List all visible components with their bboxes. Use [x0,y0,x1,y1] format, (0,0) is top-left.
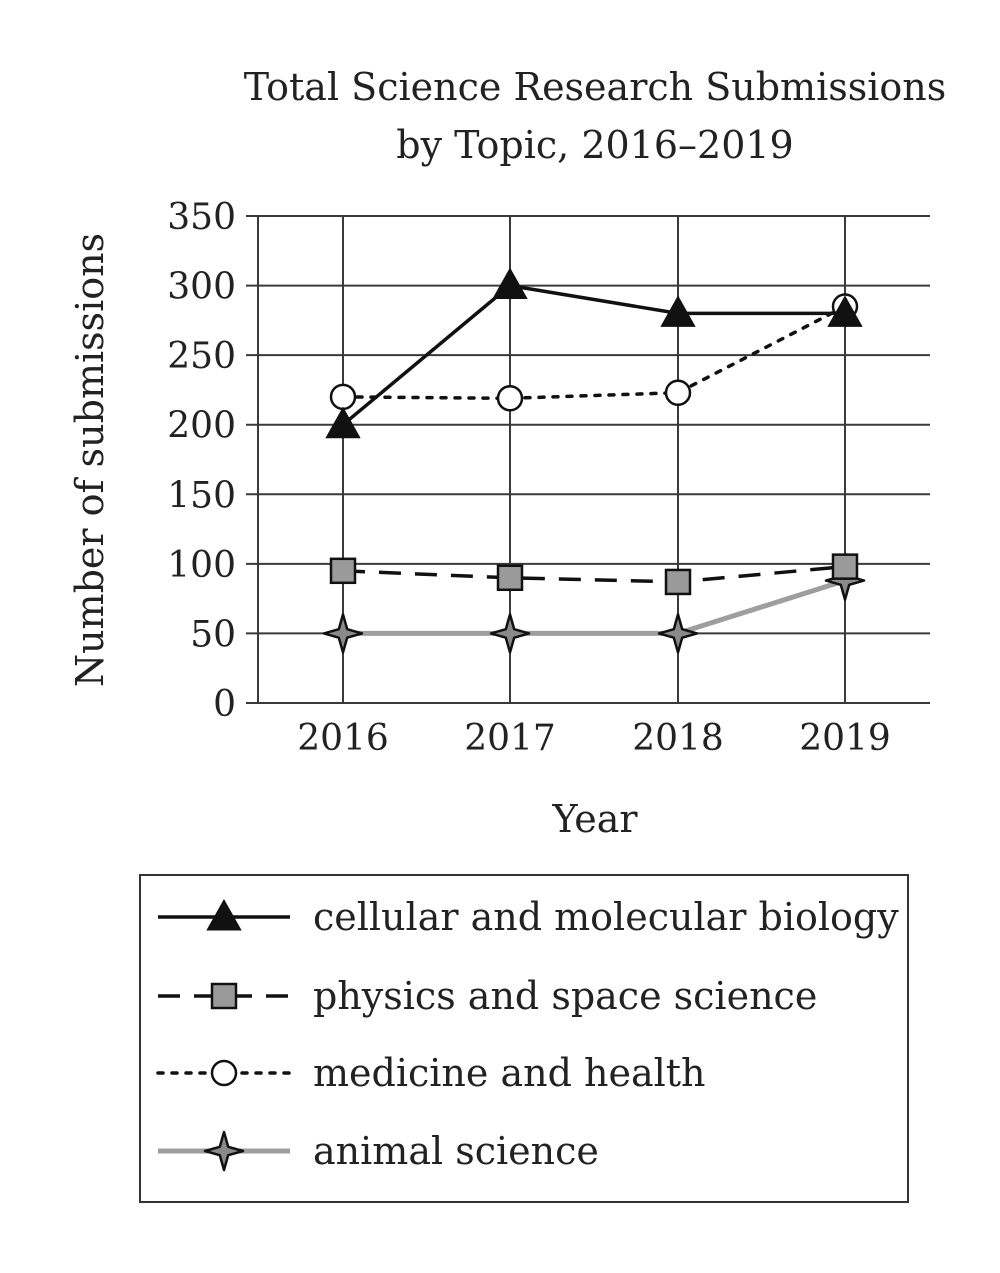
y-tick-label: 200 [167,406,236,447]
chart-subtitle: by Topic, 2016–2019 [396,123,793,167]
y-tick-label: 350 [167,197,236,238]
legend-label: animal science [313,1129,599,1173]
data-point [827,295,863,327]
chart-title: Total Science Research Submissions [244,65,946,109]
series-line [341,304,847,401]
legend-label: medicine and health [313,1051,706,1095]
x-tick-label: 2017 [464,718,556,759]
y-tick-label: 300 [167,267,236,308]
data-point [496,564,524,592]
series-0 [325,267,863,439]
data-point [664,568,692,596]
data-point [322,613,364,654]
legend-marker [210,982,238,1010]
y-tick-labels: 0 50 100 150 200 250 300 350 [167,197,236,725]
x-tick-label: 2019 [799,718,891,759]
data-point [496,385,524,412]
data-point [657,613,699,654]
series-line [341,283,845,427]
series-line [342,564,846,584]
data-point [325,406,361,439]
data-point [660,295,696,327]
y-tick-label: 150 [167,475,236,516]
legend-marker [210,1059,238,1087]
legend-item: cellular and molecular biology [158,895,899,939]
legend-item: animal science [158,1129,599,1173]
data-point [329,557,357,585]
x-axis-label: Year [551,797,638,841]
series-layer [322,267,866,654]
legend-marker [206,898,242,931]
legend-label: physics and space science [313,974,817,1018]
legend-item: physics and space science [158,974,817,1018]
data-point [329,383,357,411]
series-2 [329,293,859,412]
legend-box [139,874,909,1203]
y-axis-label: Number of submissions [68,233,112,687]
series-line [343,578,846,636]
y-tick-label: 100 [167,545,236,586]
y-tick-label: 50 [190,614,236,655]
y-tick-label: 0 [213,684,236,725]
x-tick-labels: 2016 2017 2018 2019 [297,718,891,759]
legend-item: medicine and health [156,1051,706,1095]
data-point [492,267,528,300]
x-tick-label: 2018 [632,718,724,759]
data-point [664,379,692,406]
legend-marker [203,1130,245,1172]
legend: cellular and molecular biology physics an… [139,874,909,1203]
series-1 [329,553,859,596]
legend-label: cellular and molecular biology [313,895,899,939]
x-tick-label: 2016 [297,718,389,759]
data-point [831,553,859,580]
series-3 [322,560,866,654]
y-tick-label: 250 [167,336,236,377]
data-point [489,613,531,654]
